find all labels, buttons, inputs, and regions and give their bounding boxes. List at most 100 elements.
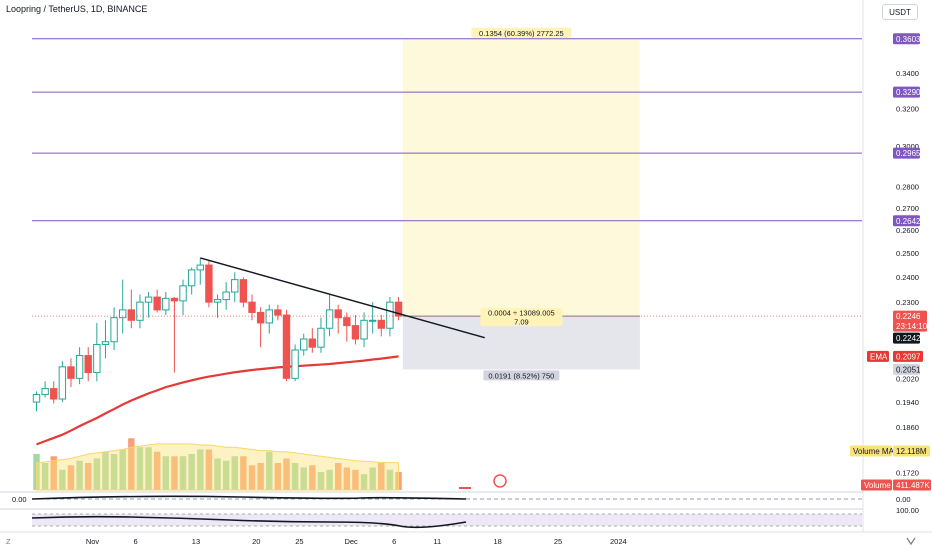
volume-bar — [309, 465, 316, 490]
vol-ma-name-badge-bg — [850, 445, 892, 457]
price-tick-12: 0.2020 — [896, 374, 919, 383]
time-tick-8: 18 — [493, 537, 501, 546]
vol-value-badge: 411.487K — [896, 481, 930, 490]
measure-top-label-box — [471, 27, 572, 38]
countdown-badge-bg — [893, 320, 927, 332]
price2-badge: 0.2242 — [896, 334, 921, 343]
candle-body — [308, 338, 317, 348]
candle-body — [84, 355, 92, 374]
ema-name-badge: EMA — [870, 352, 888, 361]
ema-name-badge-bg — [867, 350, 889, 362]
vol-ma-value-badge-bg — [893, 445, 930, 457]
volume-bar — [291, 463, 299, 490]
volume-bar — [214, 458, 221, 490]
chevron-down-icon — [906, 537, 916, 546]
candle-body — [153, 296, 161, 311]
volume-bar — [128, 438, 135, 490]
candle-body — [127, 309, 136, 321]
volume-bar — [326, 469, 333, 490]
time-tick-2: 13 — [192, 537, 200, 546]
volume-bar — [386, 469, 394, 490]
candle-body — [170, 297, 179, 302]
volume-bar — [93, 458, 101, 490]
candle-body — [274, 309, 282, 316]
ema-value-badge: 0.2097 — [896, 352, 921, 361]
time-tick-0: Nov — [86, 537, 100, 546]
volume-bar — [50, 456, 57, 490]
volume-bar — [257, 463, 264, 490]
vol-name-badge: Volume — [864, 481, 891, 490]
volume-bar — [67, 465, 75, 490]
candle-body — [222, 291, 230, 301]
indicator1-right-label: 0.00 — [896, 495, 911, 504]
volume-bar — [171, 456, 178, 490]
current-price-badge: 0.2246 — [896, 312, 921, 321]
volume-ma-area — [36, 443, 400, 491]
vol-name-badge-bg — [861, 479, 892, 491]
level-badge-3: 0.2642 — [896, 217, 921, 226]
level-badge-2-bg — [893, 147, 920, 159]
price-tick-6: 0.2600 — [896, 226, 919, 235]
candle-body — [101, 341, 110, 345]
vol-value-badge-bg — [893, 479, 931, 491]
indicator2-line — [31, 515, 467, 529]
candle-body — [334, 309, 342, 319]
price-tick-3: 0.3000 — [896, 142, 919, 151]
candle-body — [41, 388, 49, 396]
volume-bar — [153, 451, 161, 490]
time-tick-5: Dec — [344, 537, 358, 546]
candle-body — [368, 319, 377, 322]
time-tick-1: 6 — [134, 537, 138, 546]
time-tick-6: 6 — [392, 537, 396, 546]
volume-bar — [317, 472, 325, 490]
measure-mid-label-1: 7.09 — [514, 318, 529, 327]
measure-mid-label-0: 0.0004 ÷ 13089.005 — [488, 309, 555, 318]
candle-body — [205, 264, 213, 303]
volume-bar — [352, 469, 359, 490]
volume-bar — [266, 451, 273, 490]
level-badge-0: 0.3603 — [896, 35, 921, 44]
candle-body — [282, 314, 291, 379]
price-tick-8: 0.2400 — [896, 273, 919, 282]
candle-body — [325, 309, 334, 329]
level-badge-3-bg — [893, 215, 920, 227]
price-tick-9: 0.2300 — [896, 298, 919, 307]
volume-bar — [222, 460, 230, 490]
volume-bar — [41, 463, 49, 490]
volume-bar — [231, 456, 238, 490]
volume-bar — [300, 467, 307, 490]
volume-bar — [188, 454, 195, 490]
volume-bar — [136, 447, 144, 490]
candle-body — [119, 309, 127, 319]
time-tick-7: 11 — [433, 537, 441, 546]
candle-body — [136, 301, 144, 321]
volume-bar — [102, 451, 109, 490]
candle-body — [67, 366, 75, 379]
price-tick-13: 0.1940 — [896, 398, 919, 407]
candle-body — [231, 279, 239, 293]
measure-mid-label-box — [480, 308, 563, 327]
volume-bar — [85, 463, 92, 490]
countdown-badge: 23:14:10 — [896, 322, 928, 331]
candle-body — [179, 285, 187, 302]
volume-bar — [283, 458, 290, 490]
price2-badge-bg — [893, 332, 920, 344]
vol-ma-name-badge: Volume MA — [853, 447, 895, 456]
currency-button[interactable]: USDT — [882, 4, 918, 20]
volume-bar — [343, 467, 351, 490]
candle-body — [162, 297, 170, 311]
chart-title: Loopring / TetherUS, 1D, BINANCE — [6, 4, 148, 14]
candle-body — [32, 394, 41, 403]
candle-body — [317, 327, 325, 348]
level-badge-1-bg — [893, 86, 920, 98]
ema-value-badge-bg — [893, 350, 923, 362]
candle-body — [343, 317, 351, 327]
measure-profit-zone — [402, 38, 640, 317]
candle-body — [50, 388, 58, 400]
candle-body — [377, 319, 386, 329]
candle-body — [386, 301, 394, 329]
volume-bar — [179, 456, 187, 490]
measure-bottom-label-0: 0.0191 (8.52%) 750 — [488, 371, 554, 380]
price-tick-7: 0.2500 — [896, 249, 919, 258]
